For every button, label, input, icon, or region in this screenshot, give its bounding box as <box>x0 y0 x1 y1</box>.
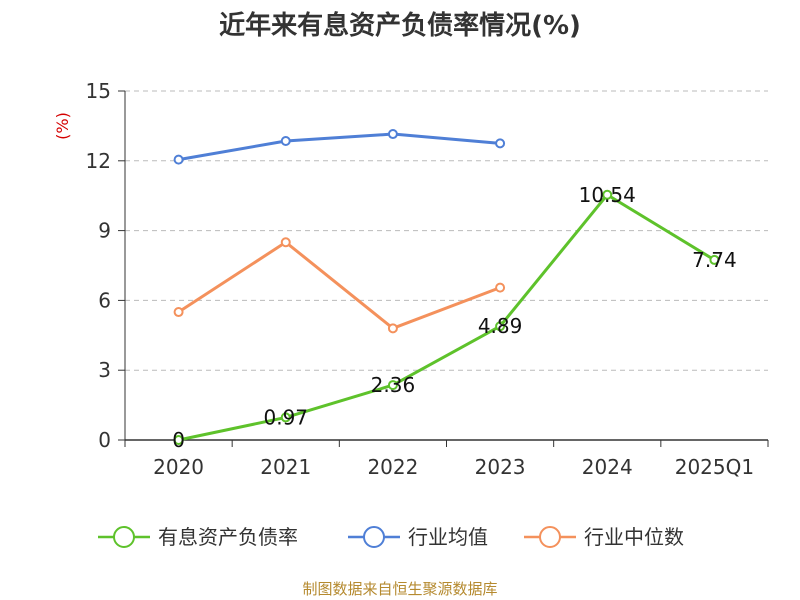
series-1-point-0 <box>173 154 184 165</box>
legend-marker-2 <box>539 526 561 548</box>
x-tick-label-2: 2022 <box>367 455 418 479</box>
series-0-point-1 <box>280 412 291 423</box>
data-label-1: 0.97 <box>263 405 308 429</box>
y-tick-label-5: 15 <box>86 79 111 103</box>
x-tick-label-3: 2023 <box>475 455 526 479</box>
legend-label-1: 行业均值 <box>408 525 488 549</box>
y-tick-label-1: 3 <box>98 358 111 382</box>
series-2-point-0 <box>173 307 184 318</box>
x-tick-label-0: 2020 <box>153 455 204 479</box>
series-group <box>173 129 720 445</box>
data-label-4: 10.54 <box>579 183 636 207</box>
x-tick-label-1: 2021 <box>260 455 311 479</box>
series-2-point-3 <box>495 282 506 293</box>
series-1-point-1 <box>280 136 291 147</box>
series-0-point-4 <box>602 189 613 200</box>
data-label-2: 2.36 <box>371 373 416 397</box>
y-tick-label-3: 9 <box>98 219 111 243</box>
legend-label-2: 行业中位数 <box>584 525 684 549</box>
series-line-1 <box>178 132 501 162</box>
axes: 0 3 6 9 12 15 2020 2021 2022 2023 2024 2025Q1 <box>86 79 769 479</box>
series-1-point-3 <box>495 138 506 149</box>
y-axis-label: (%) <box>53 112 72 140</box>
y-tick-label-2: 6 <box>98 288 111 312</box>
data-label-0: 0 <box>172 428 185 452</box>
series-line-0 <box>178 193 716 442</box>
series-0-point-2 <box>387 380 398 391</box>
legend-marker-0 <box>113 526 135 548</box>
legend-label-0: 有息资产负债率 <box>158 525 298 549</box>
series-2-point-1 <box>280 237 291 248</box>
x-tick-label-5: 2025Q1 <box>675 455 754 479</box>
series-0-point-5 <box>709 254 720 265</box>
x-tick-label-4: 2024 <box>582 455 633 479</box>
legend-marker-1 <box>363 526 385 548</box>
chart-title: 近年来有息资产负债率情况(%) <box>219 10 581 41</box>
data-labels: 0 0.97 2.36 4.89 10.54 7.74 <box>172 183 736 452</box>
y-tick-label-0: 0 <box>98 428 111 452</box>
legend: 有息资产负债率 行业均值 行业中位数 <box>98 525 684 549</box>
source-note: 制图数据来自恒生聚源数据库 <box>302 580 497 598</box>
data-label-5: 7.74 <box>692 248 737 272</box>
series-1-point-2 <box>387 129 398 140</box>
y-tick-label-4: 12 <box>86 149 111 173</box>
data-label-3: 4.89 <box>478 314 523 338</box>
series-0-point-0 <box>173 435 184 445</box>
series-0-point-3 <box>495 321 506 332</box>
series-2-point-2 <box>387 323 398 334</box>
grid-lines <box>125 90 768 371</box>
series-line-2 <box>177 240 501 330</box>
